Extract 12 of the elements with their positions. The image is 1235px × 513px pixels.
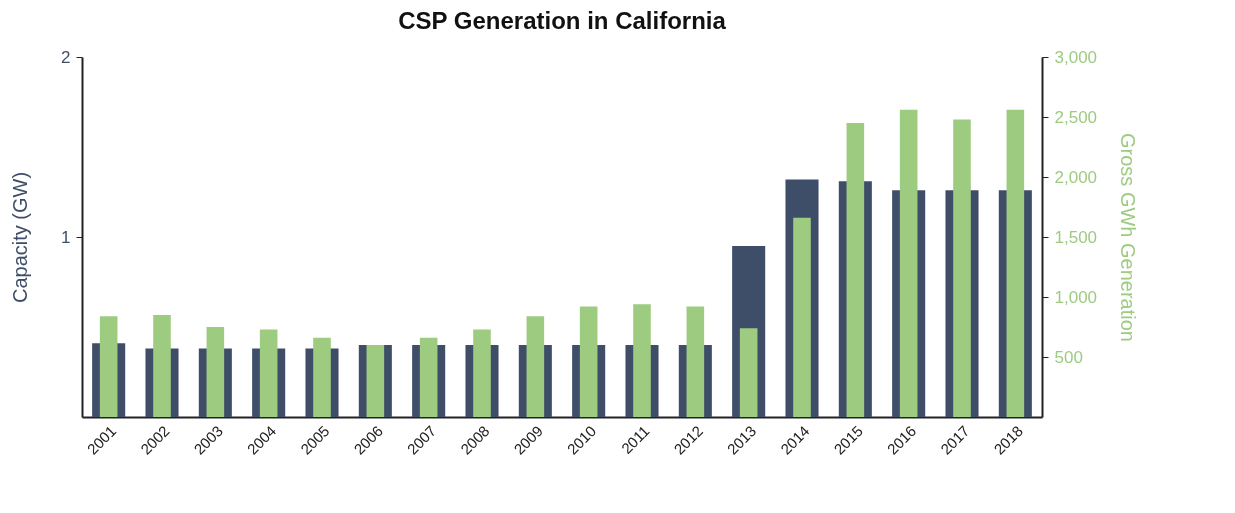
y2-tick-label: 2,000: [1054, 167, 1098, 187]
y2-tick-label: 3,000: [1054, 47, 1098, 67]
y2-tick-label: 500: [1054, 347, 1083, 367]
y2-tick-label: 1,500: [1054, 227, 1098, 247]
y2-tick-label: 2,500: [1054, 107, 1098, 127]
chart-title: CSP Generation in California: [398, 7, 727, 34]
y2-tick-label: 1,000: [1054, 287, 1098, 307]
y-axis-title: Capacity (GW): [9, 171, 32, 304]
y-tick-label: 2: [61, 47, 71, 67]
y2-axis-title: Gross GWh Generation: [1117, 133, 1140, 342]
y-tick-label: 1: [61, 227, 71, 247]
bar: [739, 328, 758, 417]
